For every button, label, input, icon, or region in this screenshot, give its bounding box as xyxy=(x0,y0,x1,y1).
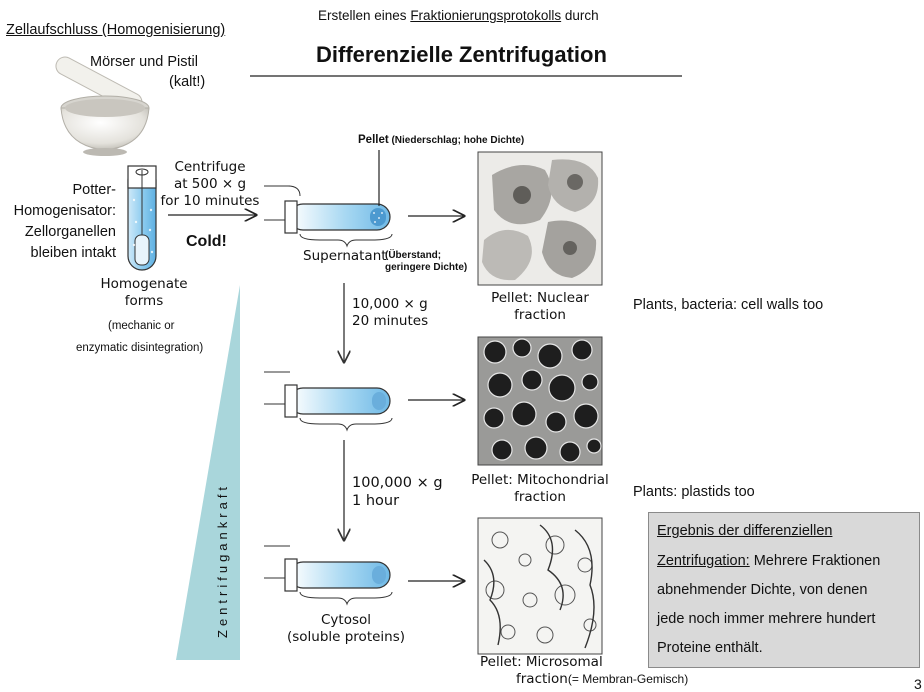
mechanic-note-2: enzymatic disintegration) xyxy=(76,342,204,354)
centrifuge-step-2: 10,000 × g 20 minutes xyxy=(352,296,428,330)
plants-plastids-note: Plants: plastids too xyxy=(633,484,755,500)
page-subtitle: Erstellen eines Fraktionierungsprotokoll… xyxy=(318,8,599,23)
section-heading: Zellaufschluss (Homogenisierung) xyxy=(6,22,226,38)
homogenate-line-1: Homogenate xyxy=(100,276,188,292)
result-line-4: jede noch immer mehrere hundert xyxy=(657,611,876,627)
result-box: Ergebnis der differenziellen Zentrifugat… xyxy=(648,512,920,668)
force-label: Zentrifugankraft xyxy=(215,482,230,638)
microsomal-fraction-word: fraction xyxy=(516,671,568,687)
force-triangle xyxy=(176,285,240,660)
cold-label: Cold! xyxy=(186,233,227,250)
centrifuge-line-2: at 500 × g xyxy=(173,176,247,192)
result-line-2-rest: Mehrere Fraktionen xyxy=(749,553,881,569)
microsomal-line-1: Pellet: Microsomal xyxy=(480,654,603,670)
nuclear-line-1: Pellet: Nuclear xyxy=(491,290,589,306)
mortar-pestle-icon xyxy=(55,56,150,156)
result-line-1: Ergebnis der differenziellen xyxy=(657,523,833,539)
microsomal-micrograph xyxy=(477,517,603,655)
subtitle-link: Fraktionierungsprotokolls xyxy=(410,8,562,23)
plants-bacteria-note: Plants, bacteria: cell walls too xyxy=(633,297,824,313)
subtitle-suffix: durch xyxy=(561,8,599,23)
mito-line-2: fraction xyxy=(514,489,566,505)
homogenate-label: Homogenate forms xyxy=(90,276,198,310)
result-line-2: Zentrifugation: Mehrere Fraktionen xyxy=(657,553,880,569)
potter-line-1: Potter- xyxy=(72,182,116,198)
potter-line-2: Homogenisator: xyxy=(13,203,116,219)
page-number: 3 xyxy=(914,676,922,692)
supernatant-label: Supernatant xyxy=(303,248,387,264)
nuclear-fraction-label: Pellet: Nuclear fraction xyxy=(478,290,602,324)
mortar-label: Mörser und Pistil xyxy=(90,54,198,70)
centrifuge-line-1: Centrifuge xyxy=(174,159,246,175)
step3-line-2: 1 hour xyxy=(352,493,400,509)
result-line-2-underlined: Zentrifugation: xyxy=(657,553,750,569)
nuclear-line-2: fraction xyxy=(514,307,566,323)
potter-line-4: bleiben intakt xyxy=(30,245,116,261)
homogenate-line-2: forms xyxy=(124,293,164,309)
mortar-cold-note: (kalt!) xyxy=(169,74,206,90)
centrifuge-tube-1 xyxy=(264,150,393,248)
result-line-5: Proteine enthält. xyxy=(657,640,763,656)
potter-homogenizer-icon xyxy=(127,165,157,271)
supernatant-note-1: (Überstand; xyxy=(385,250,442,261)
cytosol-label: Cytosol (soluble proteins) xyxy=(276,612,416,646)
nuclear-micrograph xyxy=(477,151,603,286)
result-line-3: abnehmender Dichte, von denen xyxy=(657,582,868,598)
pellet-note: Pellet (Niederschlag; hohe Dichte) xyxy=(358,134,524,146)
step2-line-2: 20 minutes xyxy=(352,313,429,329)
centrifuge-step-3: 100,000 × g 1 hour xyxy=(352,474,443,510)
supernatant-note-2: geringere Dichte) xyxy=(385,262,468,273)
microsomal-line-2: fraction(= Membran-Gemisch) xyxy=(516,671,688,687)
cytosol-line-1: Cytosol xyxy=(320,612,371,628)
pellet-note-rest: (Niederschlag; hohe Dichte) xyxy=(388,135,525,146)
step3-line-1: 100,000 × g xyxy=(352,475,443,491)
step2-line-1: 10,000 × g xyxy=(352,296,428,312)
potter-label: Potter- Homogenisator: Zellorganellen bl… xyxy=(0,180,116,264)
mito-line-1: Pellet: Mitochondrial xyxy=(471,472,609,488)
mito-fraction-label: Pellet: Mitochondrial fraction xyxy=(468,472,612,506)
centrifuge-step-1: Centrifuge at 500 × g for 10 minutes xyxy=(160,159,260,210)
centrifuge-line-3: for 10 minutes xyxy=(160,193,260,209)
potter-line-3: Zellorganellen xyxy=(24,224,116,240)
cytosol-line-2: (soluble proteins) xyxy=(286,629,406,645)
mechanic-note-1: (mechanic or xyxy=(108,320,175,332)
centrifuge-tube-3 xyxy=(264,545,393,606)
centrifuge-tube-2 xyxy=(264,371,393,432)
mitochondrial-micrograph xyxy=(477,336,603,466)
pellet-note-bold: Pellet xyxy=(358,134,389,146)
microsomal-note: (= Membran-Gemisch) xyxy=(567,672,689,686)
subtitle-prefix: Erstellen eines xyxy=(318,8,411,23)
page-title: Differenzielle Zentrifugation xyxy=(316,42,607,67)
